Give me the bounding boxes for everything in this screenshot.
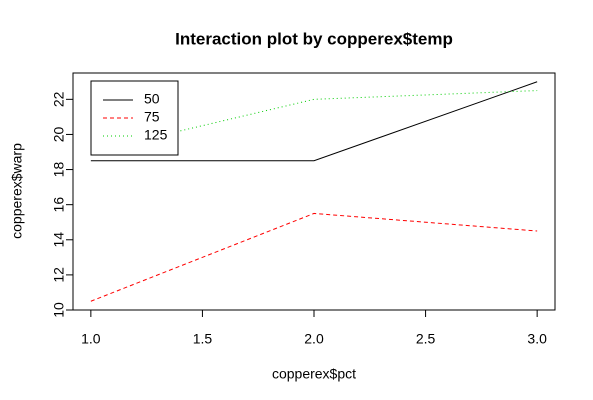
x-tick-label: 2.0: [304, 331, 324, 347]
y-tick-label: 14: [51, 232, 67, 248]
y-tick-label: 18: [51, 162, 67, 178]
series-line: [90, 81, 538, 162]
y-tick-label: 12: [51, 267, 67, 283]
y-tick-label: 20: [51, 126, 67, 142]
y-tick-label: 10: [51, 302, 67, 318]
legend-label: 50: [144, 91, 160, 107]
series-line: [90, 212, 538, 302]
y-axis-label: copperex$warp: [9, 143, 25, 239]
chart-title: Interaction plot by copperex$temp: [175, 29, 453, 48]
x-tick-label: 1.0: [81, 331, 101, 347]
x-tick-label: 3.0: [527, 331, 547, 347]
legend-label: 75: [144, 109, 160, 125]
legend-label: 125: [144, 127, 168, 143]
x-axis-label: copperex$pct: [272, 366, 356, 382]
y-tick-label: 16: [51, 197, 67, 213]
x-tick-label: 2.5: [416, 331, 436, 347]
x-tick-label: 1.5: [193, 331, 213, 347]
y-tick-label: 22: [51, 91, 67, 107]
